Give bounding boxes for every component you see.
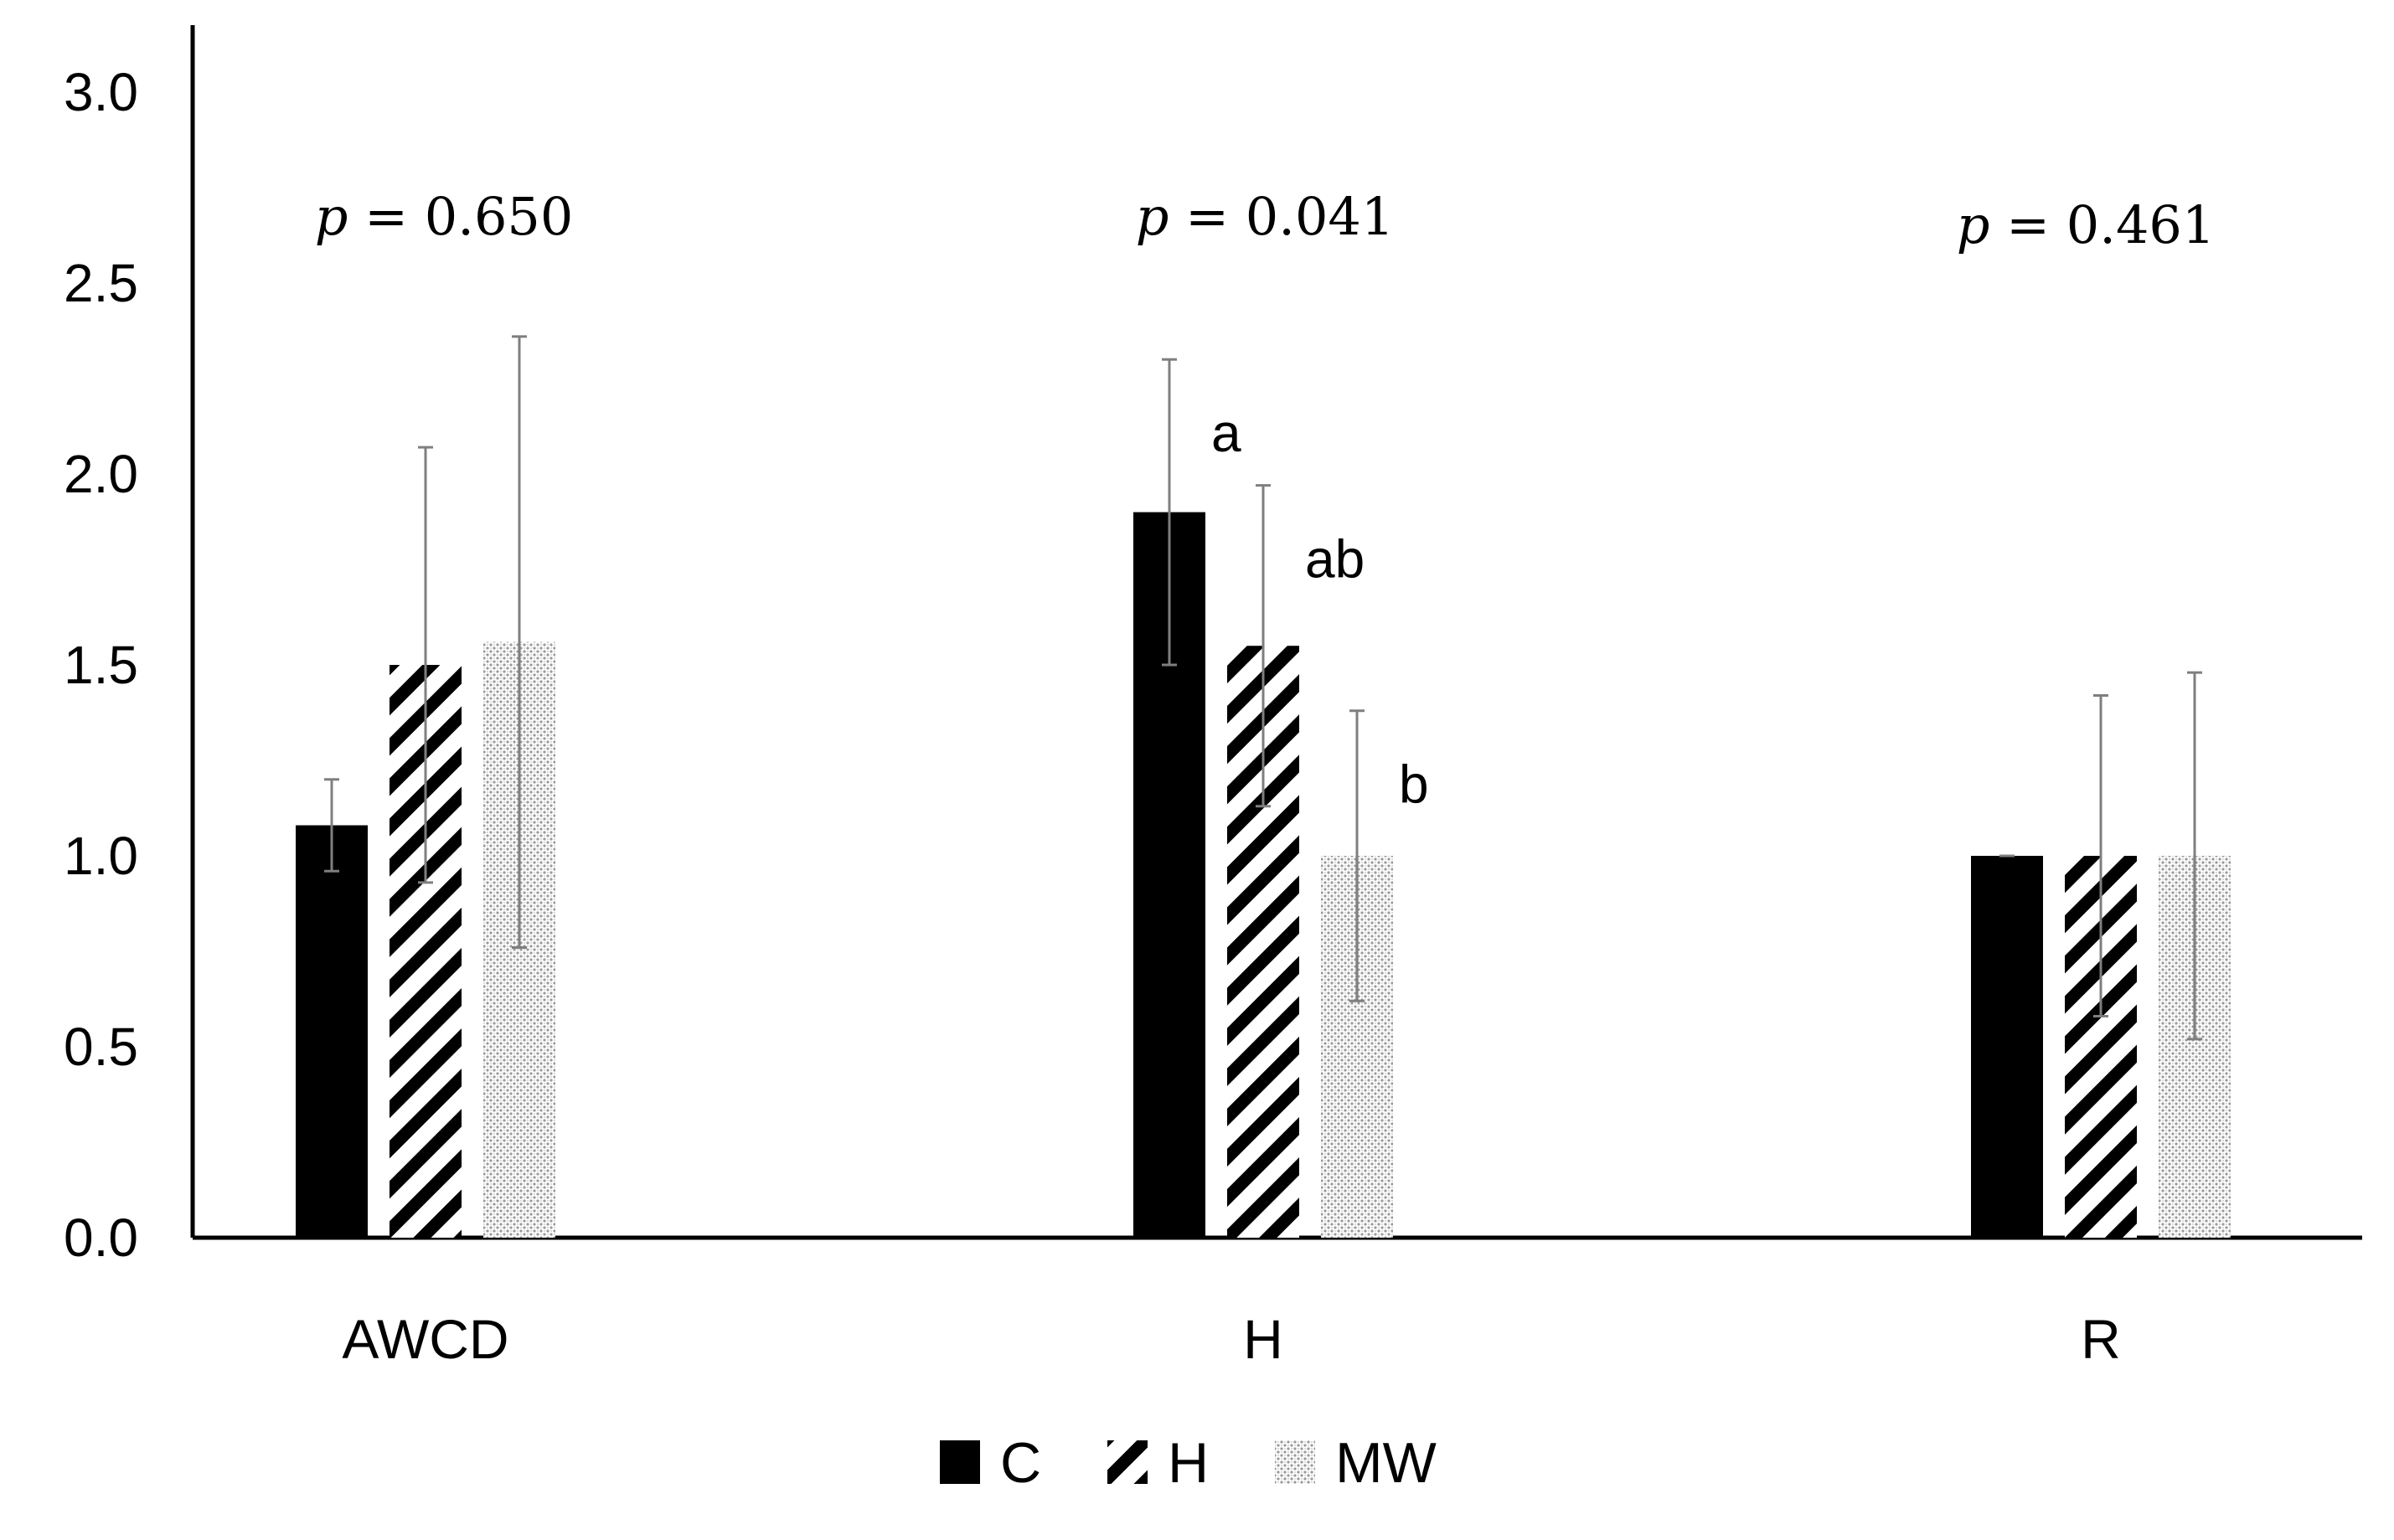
- legend-label-MW: MW: [1335, 1431, 1437, 1495]
- legend: C H MW: [940, 1431, 1437, 1495]
- significance-letter: ab: [1305, 529, 1365, 590]
- p-value-label: p = 0.041: [1136, 186, 1395, 247]
- y-tick-label: 3.0: [64, 62, 138, 122]
- legend-swatch-C: [940, 1440, 980, 1484]
- significance-letter: b: [1399, 755, 1429, 815]
- x-category-label: AWCD: [342, 1308, 508, 1370]
- p-value-label: p = 0.461: [1957, 194, 2216, 255]
- y-tick-label: 2.5: [64, 253, 138, 313]
- legend-label-C: C: [1000, 1431, 1041, 1495]
- x-category-label: H: [1243, 1308, 1283, 1370]
- y-tick-label: 1.0: [64, 826, 138, 886]
- significance-letter: a: [1211, 403, 1241, 463]
- legend-label-H: H: [1168, 1431, 1209, 1495]
- legend-swatch-H: [1107, 1440, 1148, 1484]
- y-tick-label: 0.5: [64, 1017, 138, 1077]
- legend-swatch-MW: [1275, 1440, 1315, 1484]
- y-tick-label: 1.5: [64, 635, 138, 695]
- y-tick-label: 2.0: [64, 444, 138, 504]
- p-value-label: p = 0.650: [315, 186, 574, 247]
- bar-C-R: [1971, 856, 2043, 1238]
- bar-C-AWCD: [296, 825, 368, 1238]
- y-tick-label: 0.0: [64, 1208, 138, 1268]
- x-category-label: R: [2081, 1308, 2121, 1370]
